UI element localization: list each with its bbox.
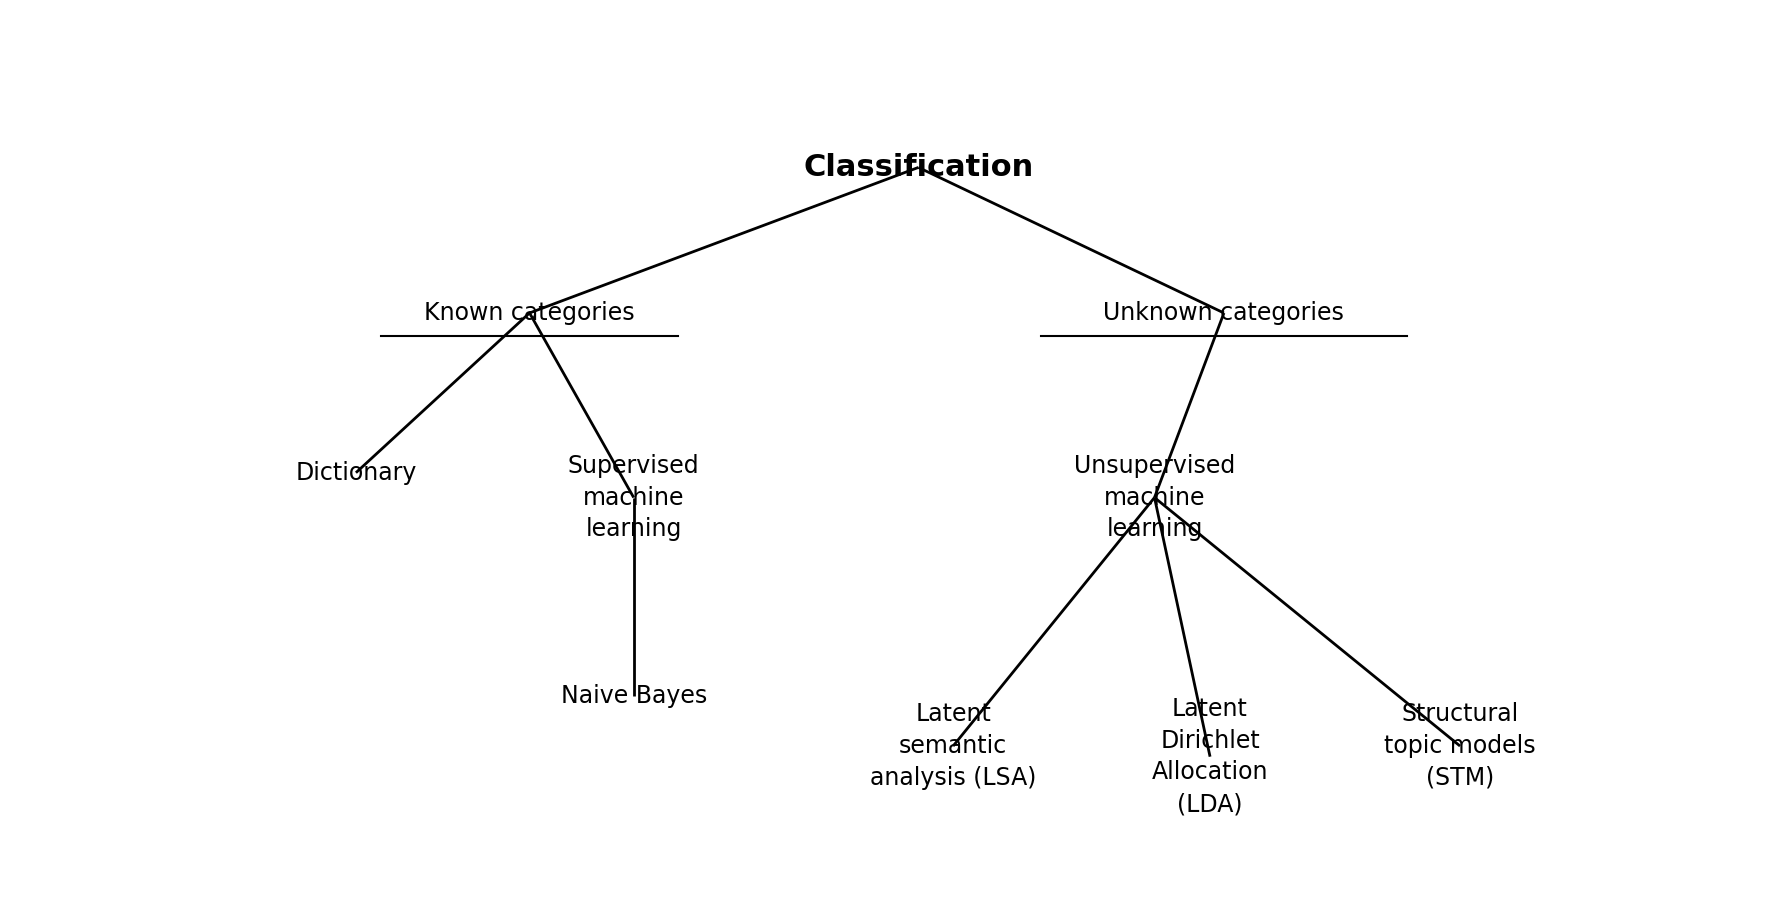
Text: Structural
topic models
(STM): Structural topic models (STM)	[1383, 703, 1536, 789]
Text: Naive Bayes: Naive Bayes	[561, 684, 706, 708]
Text: Unsupervised
machine
learning: Unsupervised machine learning	[1073, 454, 1235, 541]
Text: Supervised
machine
learning: Supervised machine learning	[568, 454, 699, 541]
Text: Dictionary: Dictionary	[296, 461, 416, 485]
Text: Unknown categories: Unknown categories	[1104, 301, 1344, 325]
Text: Classification: Classification	[803, 153, 1034, 182]
Text: Latent
Dirichlet
Allocation
(LDA): Latent Dirichlet Allocation (LDA)	[1152, 697, 1269, 816]
Text: Known categories: Known categories	[425, 301, 634, 325]
Text: Latent
semantic
analysis (LSA): Latent semantic analysis (LSA)	[869, 703, 1036, 789]
